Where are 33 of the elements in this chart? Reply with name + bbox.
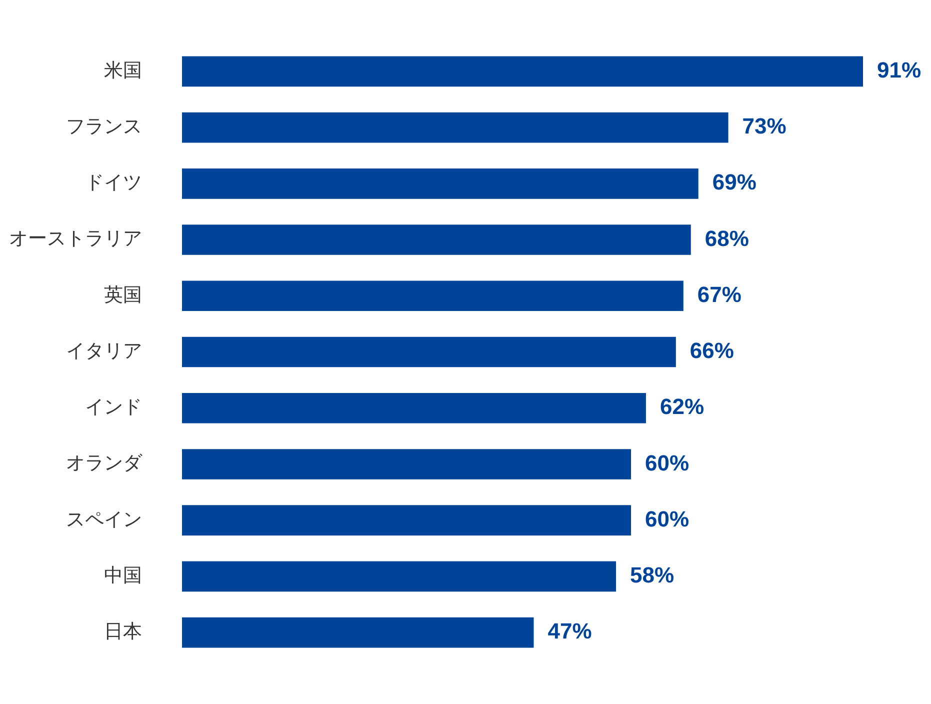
- y-tick-label: フランス: [66, 116, 142, 138]
- data-label: 60%: [645, 450, 690, 476]
- y-tick-label: スペイン: [66, 508, 142, 530]
- y-tick-label: イタリア: [66, 340, 142, 362]
- bar: [182, 449, 632, 480]
- bar: [182, 336, 676, 368]
- bar: [182, 224, 691, 255]
- data-label: 60%: [645, 506, 690, 532]
- data-label: 69%: [712, 170, 756, 195]
- bar: [182, 561, 616, 592]
- data-label: 68%: [704, 226, 749, 251]
- data-label: 91%: [877, 58, 922, 83]
- data-label: 67%: [697, 282, 742, 307]
- y-tick-label: 日本: [104, 620, 142, 642]
- bar: [182, 392, 646, 424]
- y-tick-label: 米国: [104, 59, 142, 82]
- y-tick-label: インド: [85, 396, 142, 418]
- y-tick-label: オーストラリア: [9, 228, 142, 250]
- data-label: 66%: [690, 338, 734, 364]
- data-label: 58%: [630, 562, 674, 588]
- y-tick-label: ドイツ: [85, 172, 142, 194]
- bar: [182, 280, 684, 312]
- bar: [182, 617, 534, 648]
- bar: [182, 505, 632, 536]
- data-label: 73%: [742, 114, 786, 139]
- bar: [182, 56, 863, 87]
- bar: [182, 112, 728, 143]
- bar: [182, 168, 698, 199]
- y-tick-label: 中国: [104, 564, 142, 586]
- data-label: 62%: [660, 394, 704, 420]
- y-tick-label: オランダ: [66, 452, 143, 474]
- data-label: 47%: [548, 618, 592, 644]
- y-tick-label: 英国: [104, 284, 142, 306]
